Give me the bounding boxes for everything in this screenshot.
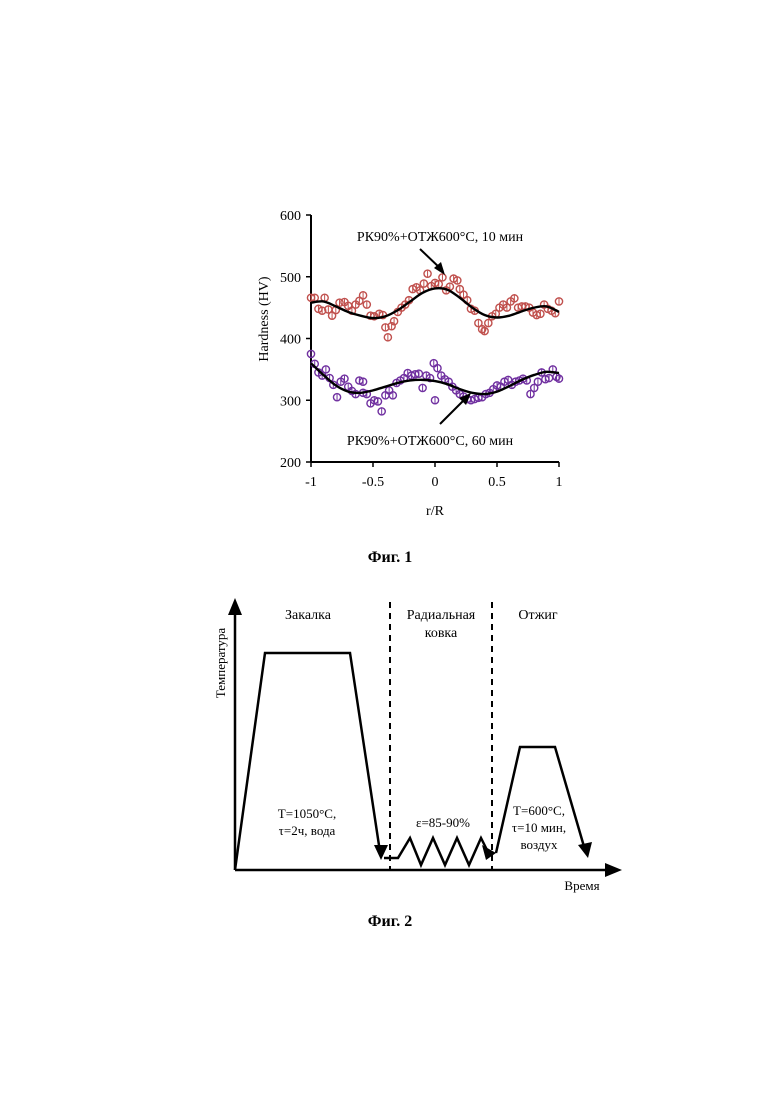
temperature-axis-label: Температура <box>213 628 228 699</box>
quench-note-1: Т=1050°С, <box>278 806 336 821</box>
quench-note-2: τ=2ч, вода <box>279 823 336 838</box>
time-axis-label: Время <box>564 878 599 893</box>
stage-quench-label: Закалка <box>285 608 332 623</box>
stage-forging-label-2: ковка <box>425 626 458 641</box>
anneal-note-1: Т=600°С, <box>513 803 565 818</box>
stage-forging-label-1: Радиальная <box>407 608 476 623</box>
anneal-note-2: τ=10 мин, <box>512 820 566 835</box>
forging-note: ε=85-90% <box>416 815 470 830</box>
time-axis-arrowhead <box>605 863 622 877</box>
anneal-note-3: воздух <box>520 837 558 852</box>
stage-anneal-label: Отжиг <box>518 608 558 623</box>
figure2-caption: Фиг. 2 <box>0 913 780 931</box>
temperature-axis-arrowhead <box>228 598 242 615</box>
forging-arrowhead <box>482 845 496 860</box>
anneal-arrowhead <box>578 842 592 858</box>
forging-profile <box>384 838 490 865</box>
process-diagram: Температура Время Закалка Радиальная ков… <box>0 0 780 1103</box>
